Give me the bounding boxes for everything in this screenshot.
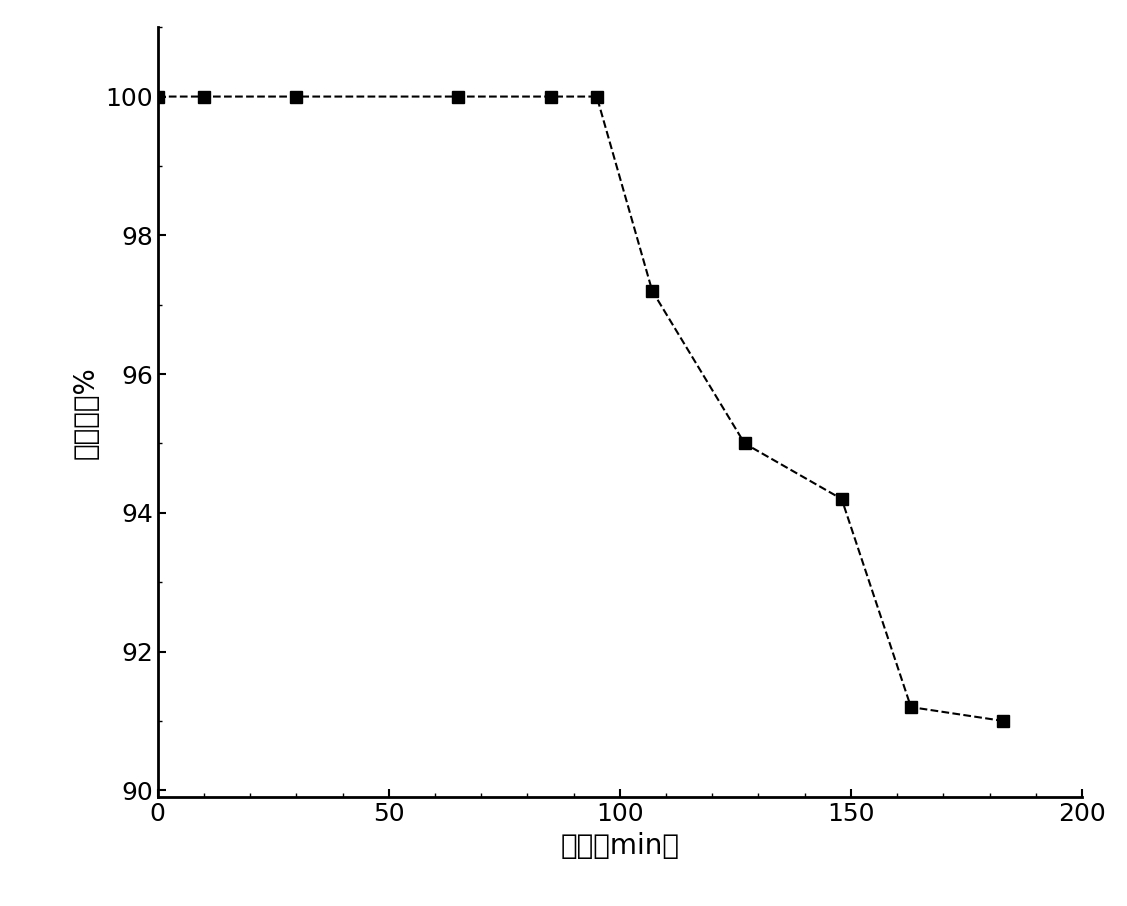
X-axis label: 时间（min）: 时间（min） [560,832,680,860]
Y-axis label: 净化效率%: 净化效率% [72,366,99,458]
